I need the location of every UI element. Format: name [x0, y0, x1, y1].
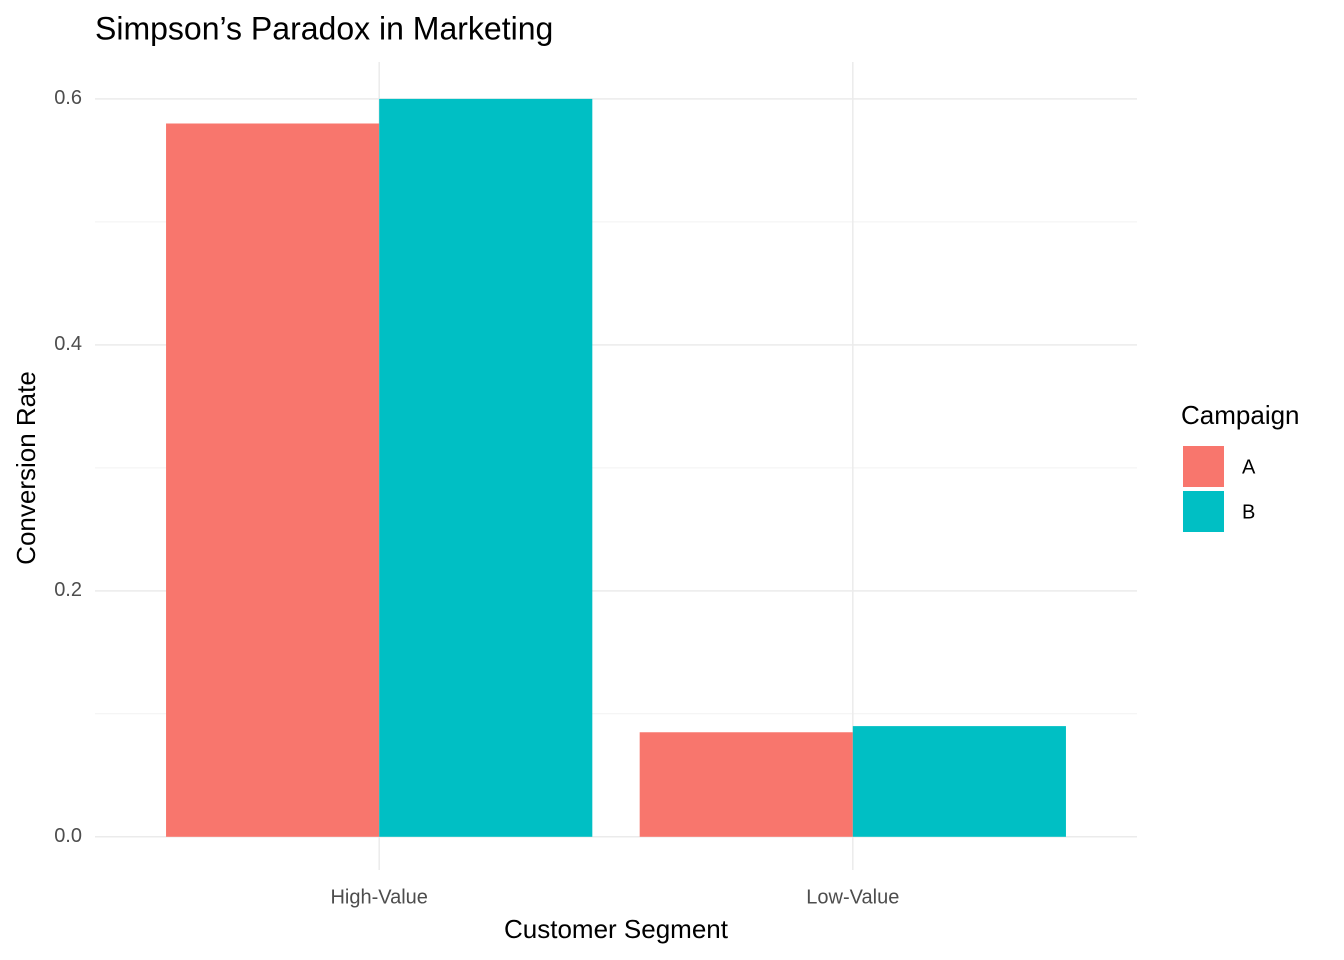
legend-label: B	[1242, 501, 1255, 523]
y-axis-title: Conversion Rate	[11, 371, 41, 565]
bar	[852, 726, 1066, 837]
legend-title: Campaign	[1181, 400, 1300, 430]
x-tick-label: Low-Value	[806, 886, 899, 908]
y-tick-label: 0.0	[54, 825, 82, 847]
x-tick-label: High-Value	[330, 886, 427, 908]
legend-label: A	[1242, 456, 1256, 478]
legend-key	[1183, 491, 1224, 532]
y-tick-label: 0.6	[54, 87, 82, 109]
legend-key	[1183, 446, 1224, 487]
bar	[639, 732, 853, 837]
bar	[166, 123, 380, 837]
y-tick-label: 0.4	[54, 333, 82, 355]
chart-title: Simpson’s Paradox in Marketing	[95, 10, 553, 46]
x-axis-title: Customer Segment	[504, 914, 729, 944]
y-tick-label: 0.2	[54, 579, 82, 601]
bar	[379, 98, 593, 837]
